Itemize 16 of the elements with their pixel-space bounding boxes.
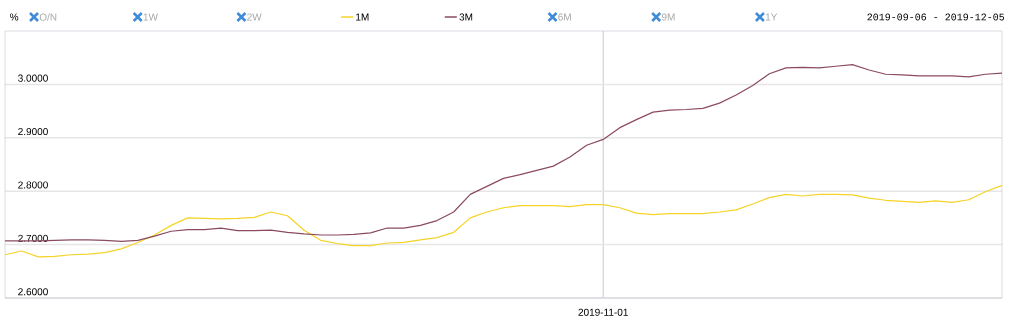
text: 6M — [558, 13, 571, 21]
y-tick-label: 2.6000 — [18, 288, 48, 296]
text: 1W — [143, 13, 158, 21]
y-axis-title: % — [10, 13, 19, 21]
x-tick-label: 2019-11-01 — [578, 308, 628, 316]
y-tick-label: 2.9000 — [18, 128, 48, 136]
text: 1Y — [765, 13, 778, 21]
text: 2W — [247, 13, 262, 21]
text: 9M — [661, 13, 675, 21]
y-tick-label: 2.8000 — [18, 181, 48, 189]
text: 2019-09-06 - 2019-12-05 — [867, 13, 1005, 21]
y-tick-label: 3.0000 — [18, 74, 48, 82]
legend-label: 1M — [356, 13, 369, 21]
y-tick-label: 2.7000 — [18, 234, 48, 242]
legend-label: 3M — [459, 13, 473, 21]
text: O/N — [39, 13, 57, 21]
